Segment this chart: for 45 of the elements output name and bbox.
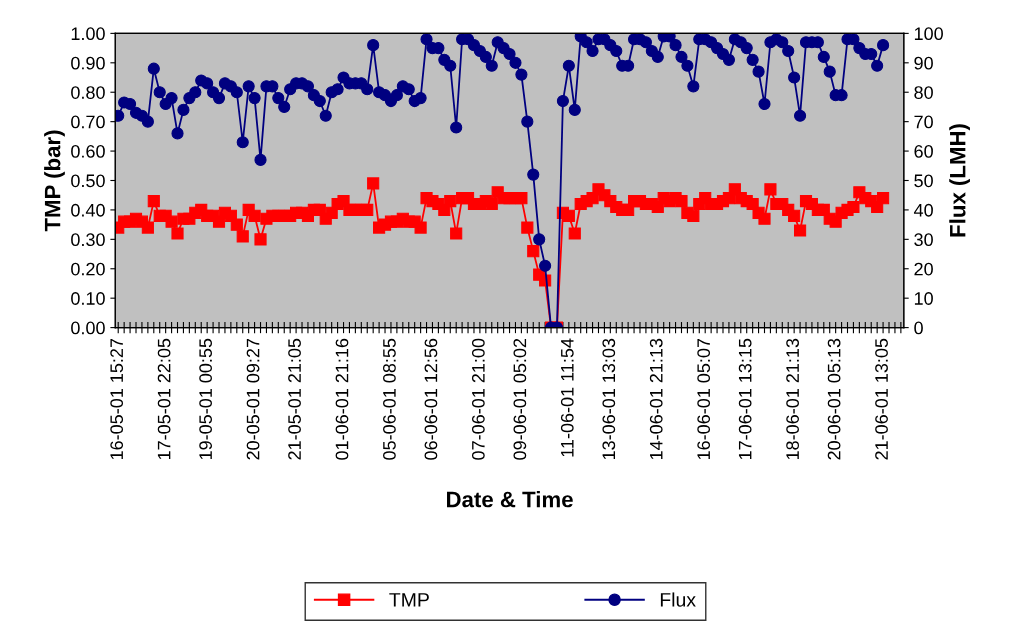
y-tick-label: 0.30	[71, 233, 105, 247]
y2-tick-label: 90	[914, 56, 933, 70]
x-tick-label: 05-06-01 08:55	[383, 338, 396, 460]
y2-tick-label: 40	[913, 203, 933, 217]
x-tick-label: 11-06-01 11:54	[560, 338, 574, 457]
x-tick-label: 20-05-01 09:27	[246, 338, 260, 460]
y2-axis-title: Flux (LMH)	[949, 124, 970, 237]
y2-tick-label: 20	[914, 262, 933, 276]
x-tick-label: 18-06-01 21:13	[786, 338, 799, 460]
x-tick-label: 06-06-01 12:56	[424, 338, 438, 460]
y2-tick-label: 70	[914, 115, 933, 129]
x-tick-label: 09-06-01 05:02	[513, 338, 527, 460]
x-tick-label: 16-06-01 05:07	[697, 338, 711, 460]
y-tick-label: 0.10	[71, 292, 105, 305]
y-tick-label: 0.60	[71, 145, 105, 158]
x-tick-label: 13-06-01 13:03	[602, 338, 616, 460]
y-tick-label: 0.00	[71, 321, 105, 335]
y2-tick-label: 0	[914, 321, 923, 335]
y2-tick-label: 30	[914, 233, 933, 247]
y-tick-label: 0.70	[71, 115, 105, 129]
x-axis-title: Date & Time	[447, 491, 573, 508]
x-tick-label: 01-06-01 21:16	[335, 338, 349, 460]
x-tick-label: 20-06-01 05:13	[827, 338, 841, 460]
x-tick-label: 21-05-01 21:05	[288, 338, 301, 460]
x-tick-label: 17-06-01 13:15	[738, 338, 752, 460]
y2-tick-label: 10	[914, 292, 933, 305]
y2-tick-label: 100	[914, 27, 943, 41]
y-tick-label: 0.20	[71, 262, 105, 276]
y2-tick-label: 60	[914, 145, 933, 158]
y-tick-label: 0.40	[71, 203, 105, 217]
x-tick-label: 19-05-01 00:55	[199, 338, 212, 460]
y2-tick-label: 80	[914, 86, 933, 99]
x-tick-label: 17-05-01 22:05	[157, 338, 171, 460]
legend-label: Flux	[660, 592, 696, 607]
x-tick-label: 07-06-01 21:00	[471, 338, 485, 460]
legend-label: TMP	[389, 593, 429, 607]
x-tick-label: 21-06-01 13:05	[875, 338, 888, 460]
y-tick-label: 0.50	[71, 174, 105, 188]
y-tick-label: 0.90	[71, 56, 105, 70]
x-tick-label: 14-06-01 21:13	[649, 338, 663, 460]
x-tick-label: 16-05-01 15:27	[110, 338, 124, 460]
y-axis-title: TMP (bar)	[44, 130, 65, 232]
y-tick-label: 1.00	[71, 27, 105, 41]
y-tick-label: 0.80	[71, 86, 105, 99]
y2-tick-label: 50	[914, 174, 933, 188]
